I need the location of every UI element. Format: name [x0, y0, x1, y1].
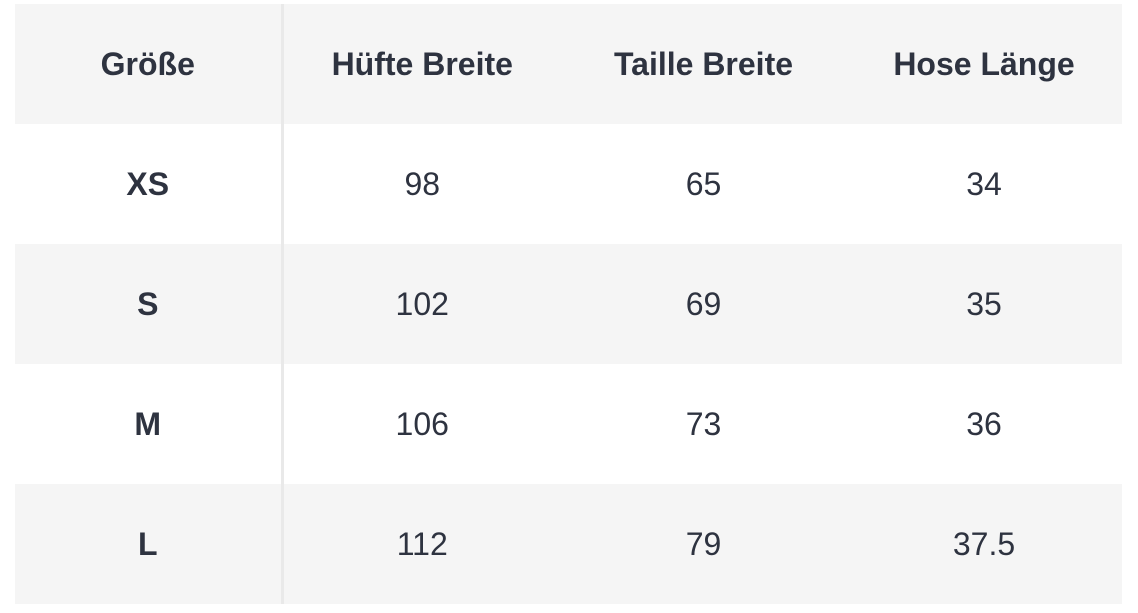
size-cell: S: [15, 244, 284, 364]
waist-width-cell: 73: [561, 364, 846, 484]
table-row: XS 98 65 34: [15, 124, 1122, 244]
table-header-row: Größe Hüfte Breite Taille Breite Hose Lä…: [15, 4, 1122, 124]
header-size: Größe: [15, 4, 284, 124]
header-pants-length: Hose Länge: [846, 4, 1122, 124]
header-waist-width: Taille Breite: [561, 4, 846, 124]
hip-width-cell: 102: [282, 244, 561, 364]
hip-width-cell: 106: [282, 364, 561, 484]
pants-length-cell: 36: [846, 364, 1122, 484]
hip-width-cell: 98: [282, 124, 561, 244]
pants-length-cell: 35: [846, 244, 1122, 364]
table-row: M 106 73 36: [15, 364, 1122, 484]
waist-width-cell: 79: [561, 484, 846, 604]
size-chart-table: Größe Hüfte Breite Taille Breite Hose Lä…: [15, 4, 1122, 604]
header-hip-width: Hüfte Breite: [282, 4, 561, 124]
waist-width-cell: 65: [561, 124, 846, 244]
table-row: S 102 69 35: [15, 244, 1122, 364]
table-row: L 112 79 37.5: [15, 484, 1122, 604]
pants-length-cell: 37.5: [846, 484, 1122, 604]
size-cell: M: [15, 364, 284, 484]
size-cell: XS: [15, 124, 284, 244]
size-cell: L: [15, 484, 284, 604]
pants-length-cell: 34: [846, 124, 1122, 244]
waist-width-cell: 69: [561, 244, 846, 364]
hip-width-cell: 112: [282, 484, 561, 604]
